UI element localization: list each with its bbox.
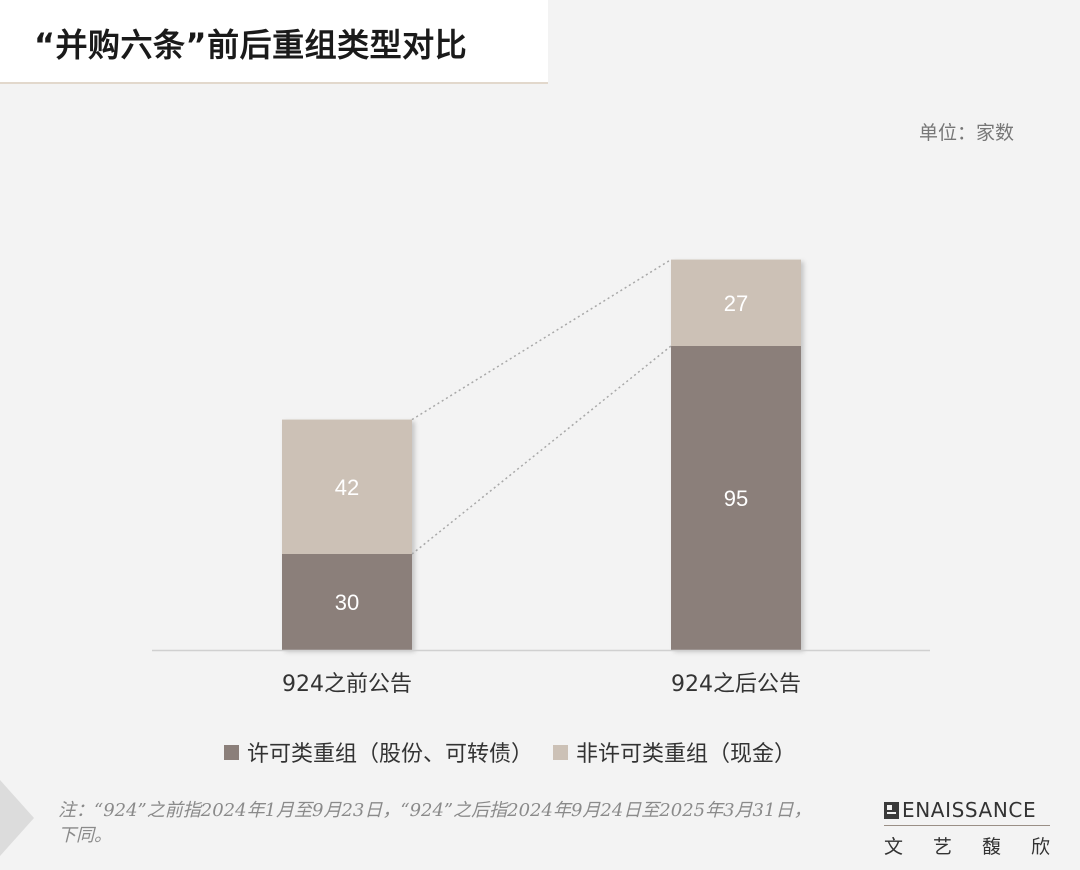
legend-item-non-permitted: 非许可类重组（现金） <box>553 736 796 768</box>
bar-segment-2-2 <box>671 259 801 346</box>
bar-segment-2-1 <box>671 346 801 650</box>
bar-segment-1-2 <box>282 419 412 554</box>
logo-divider <box>884 825 1050 826</box>
title-underline <box>0 82 548 84</box>
category-label-2: 924之后公告 <box>671 672 801 697</box>
company-logo: ENAISSANCE 文 艺 馥 欣 <box>884 798 1050 859</box>
logo-char-2: 艺 <box>932 836 952 858</box>
logo-char-4: 欣 <box>1030 836 1050 858</box>
legend-item-permitted: 许可类重组（股份、可转债） <box>224 736 533 768</box>
bar-stack-1 <box>282 419 412 650</box>
logo-char-3: 馥 <box>981 836 1001 858</box>
stacked-bar-chart: 30 42 924之前公告 95 27 924之后公告 <box>152 258 930 697</box>
data-label-1-2: 42 <box>335 475 359 500</box>
corner-arrow-decoration <box>0 780 34 856</box>
bar-stack-2 <box>671 259 801 650</box>
connector-line-boundary <box>411 345 672 555</box>
category-label-1: 924之前公告 <box>282 672 412 697</box>
bar-segment-1-1 <box>282 554 412 650</box>
unit-label: 单位：家数 <box>918 122 1014 144</box>
logo-wordmark: ENAISSANCE <box>902 798 1037 822</box>
legend-swatch-permitted <box>224 744 239 760</box>
data-label-2-2: 27 <box>724 291 748 316</box>
chart-legend: 许可类重组（股份、可转债） 非许可类重组（现金） <box>224 736 816 768</box>
footnote: 注：“924”之前指2024年1月至9月23日，“924”之后指2024年9月2… <box>58 800 812 846</box>
legend-label-non-permitted: 非许可类重组（现金） <box>576 742 797 767</box>
chart-title: “并购六条”前后重组类型对比 <box>34 26 468 64</box>
legend-swatch-non-permitted <box>553 744 569 760</box>
logo-mark-icon <box>884 801 899 819</box>
legend-label-permitted: 许可类重组（股份、可转债） <box>247 742 534 767</box>
connector-line-top <box>411 258 672 421</box>
logo-char-1: 文 <box>884 836 904 858</box>
data-label-1-1: 30 <box>335 590 359 615</box>
data-label-2-1: 95 <box>724 486 748 511</box>
logo-chinese-name: 文 艺 馥 欣 <box>884 832 1050 859</box>
title-band <box>0 0 548 82</box>
